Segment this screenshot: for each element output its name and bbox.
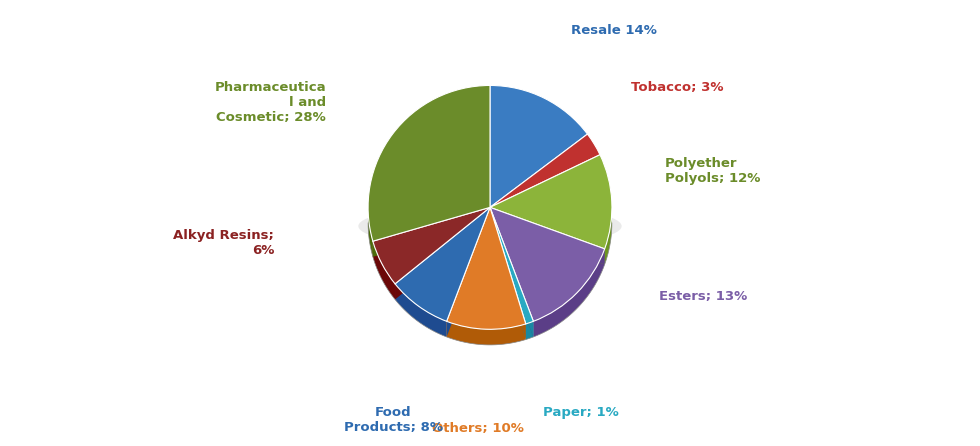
- Wedge shape: [490, 207, 605, 321]
- Wedge shape: [490, 207, 533, 324]
- Polygon shape: [368, 211, 372, 257]
- Wedge shape: [490, 86, 587, 207]
- Polygon shape: [372, 207, 490, 257]
- Text: Alkyd Resins;
6%: Alkyd Resins; 6%: [173, 229, 274, 257]
- Text: Tobacco; 3%: Tobacco; 3%: [631, 81, 723, 94]
- Polygon shape: [605, 209, 612, 264]
- Text: Pharmaceutica
l and
Cosmetic; 28%: Pharmaceutica l and Cosmetic; 28%: [215, 81, 326, 124]
- Text: Food
Products; 8%: Food Products; 8%: [344, 406, 443, 434]
- Polygon shape: [525, 321, 533, 339]
- Text: Resale 14%: Resale 14%: [571, 24, 658, 37]
- Polygon shape: [372, 207, 490, 257]
- Wedge shape: [395, 207, 490, 321]
- Ellipse shape: [359, 204, 621, 248]
- Polygon shape: [395, 207, 490, 299]
- Wedge shape: [372, 207, 490, 284]
- Text: Paper; 1%: Paper; 1%: [543, 406, 618, 419]
- Wedge shape: [490, 134, 600, 207]
- Text: Polyether
Polyols; 12%: Polyether Polyols; 12%: [665, 157, 760, 186]
- Polygon shape: [490, 207, 533, 337]
- Polygon shape: [395, 207, 490, 299]
- Wedge shape: [490, 155, 612, 249]
- Polygon shape: [447, 207, 490, 337]
- Polygon shape: [490, 207, 525, 339]
- Polygon shape: [372, 241, 395, 299]
- Text: Esters; 13%: Esters; 13%: [659, 290, 747, 303]
- Polygon shape: [395, 284, 447, 337]
- Polygon shape: [490, 207, 605, 264]
- Text: Others; 10%: Others; 10%: [431, 421, 523, 434]
- Polygon shape: [490, 207, 525, 339]
- Polygon shape: [490, 207, 533, 337]
- Polygon shape: [447, 207, 490, 337]
- Polygon shape: [533, 249, 605, 337]
- Wedge shape: [447, 207, 525, 329]
- Polygon shape: [490, 207, 605, 264]
- Wedge shape: [368, 86, 490, 241]
- Polygon shape: [447, 321, 525, 345]
